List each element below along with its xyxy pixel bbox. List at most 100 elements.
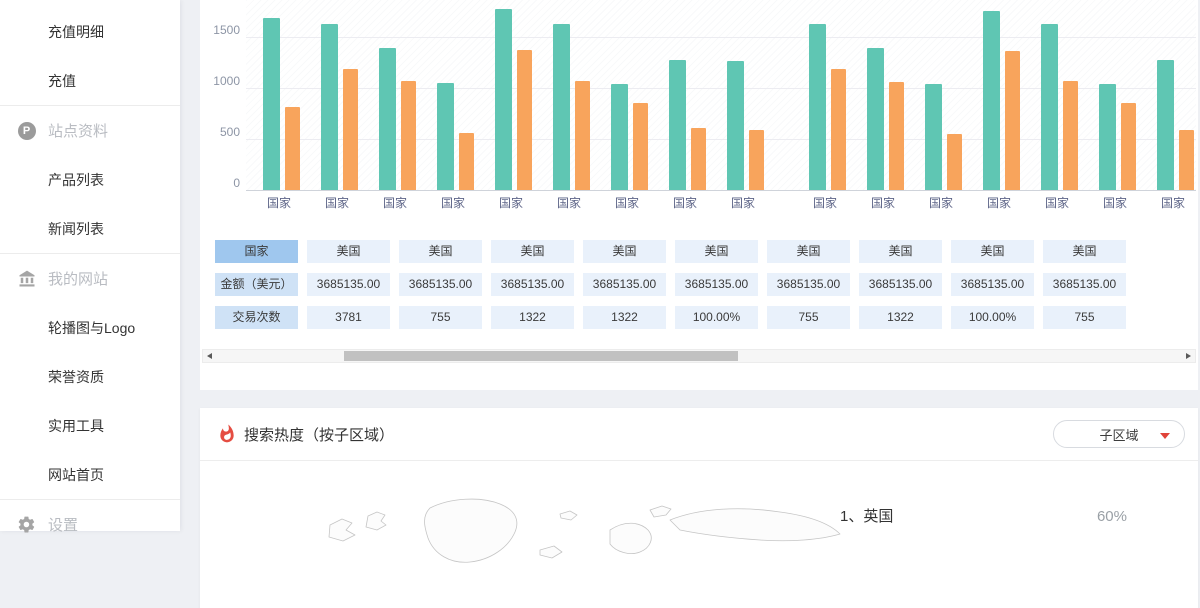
p-circle-icon: P xyxy=(16,120,37,141)
bar-teal xyxy=(669,60,686,190)
table-cell: 3685135.00 xyxy=(951,273,1034,296)
sidebar-divider xyxy=(0,499,180,500)
bar-teal xyxy=(1099,84,1116,190)
sidebar-section-label: 站点资料 xyxy=(48,123,109,140)
x-axis-label: 国家 xyxy=(986,196,1011,210)
table-cell: 755 xyxy=(399,306,482,329)
bar-orange xyxy=(517,50,532,190)
subregion-dropdown[interactable]: 子区域 xyxy=(1053,420,1185,448)
gridline xyxy=(246,139,1196,140)
table-cell: 美国 xyxy=(1043,240,1126,263)
table-cell: 美国 xyxy=(583,240,666,263)
table-cell: 1322 xyxy=(491,306,574,329)
sidebar-item-recharge-details[interactable]: 充值明细 xyxy=(48,23,104,40)
table-cell: 3685135.00 xyxy=(399,273,482,296)
bar-teal xyxy=(983,11,1000,190)
x-axis-label: 国家 xyxy=(1160,196,1185,210)
sidebar-item-honors[interactable]: 荣誉资质 xyxy=(48,368,104,385)
sidebar-item-homepage[interactable]: 网站首页 xyxy=(48,466,104,483)
x-axis-label: 国家 xyxy=(614,196,639,210)
bar-teal xyxy=(727,61,744,190)
table-cell: 美国 xyxy=(767,240,850,263)
sidebar: 充值明细充值 P 站点资料产品列表新闻列表我的网站轮播图与Logo 荣誉资质实用工具网… xyxy=(0,0,180,534)
table-cell: 美国 xyxy=(307,240,390,263)
world-map xyxy=(328,498,841,563)
table-cell: 美国 xyxy=(675,240,758,263)
sidebar-item-tools[interactable]: 实用工具 xyxy=(48,417,104,434)
table-cell: 3685135.00 xyxy=(767,273,850,296)
bar-orange xyxy=(1121,103,1136,190)
bar-teal xyxy=(321,24,338,190)
bar-teal xyxy=(437,83,454,190)
x-axis-label: 国家 xyxy=(1044,196,1069,210)
bar-orange xyxy=(749,130,764,190)
flame-icon xyxy=(220,424,234,443)
bar-teal xyxy=(1157,60,1174,190)
table-row-header: 交易次数 xyxy=(215,306,298,329)
table-cell: 3685135.00 xyxy=(675,273,758,296)
bank-icon xyxy=(16,268,37,289)
bar-teal xyxy=(867,48,884,190)
table-cell: 100.00% xyxy=(675,306,758,329)
x-axis-label: 国家 xyxy=(556,196,581,210)
subregion-dropdown-label: 子区域 xyxy=(1099,427,1139,443)
bar-teal xyxy=(379,48,396,190)
sidebar-item-news-list[interactable]: 新闻列表 xyxy=(48,220,104,237)
bar-orange xyxy=(691,128,706,190)
x-axis-label: 国家 xyxy=(1102,196,1127,210)
x-axis-label: 国家 xyxy=(730,196,755,210)
bar-teal xyxy=(263,18,280,190)
table-cell: 美国 xyxy=(951,240,1034,263)
table-cell: 1322 xyxy=(583,306,666,329)
bar-orange xyxy=(1063,81,1078,190)
y-axis-label: 500 xyxy=(219,125,240,139)
ranking-item: 1、英国 60% xyxy=(840,505,1127,529)
bar-teal xyxy=(495,9,512,190)
bar-orange xyxy=(947,134,962,190)
table-row-header: 国家 xyxy=(215,240,298,263)
bar-orange xyxy=(633,103,648,190)
x-axis-label: 国家 xyxy=(928,196,953,210)
country-data-table: 国家 美国 美国 美国 美国 美国 美国 美国 美国 美国 金额（美元） 3685135.00 3685… xyxy=(200,0,1198,390)
horizontal-scrollbar[interactable] xyxy=(202,349,1196,363)
table-cell: 755 xyxy=(767,306,850,329)
scroll-right-arrow[interactable] xyxy=(1186,353,1191,359)
y-axis-label: 1000 xyxy=(213,74,240,88)
bar-orange xyxy=(1179,130,1194,190)
table-cell: 3685135.00 xyxy=(859,273,942,296)
bar-teal xyxy=(611,84,628,190)
search-heat-title: 搜索热度（按子区域） xyxy=(244,426,395,444)
sidebar-section-settings[interactable]: 设置 xyxy=(0,500,180,549)
scroll-left-arrow[interactable] xyxy=(207,353,212,359)
bar-orange xyxy=(889,82,904,190)
table-cell: 美国 xyxy=(399,240,482,263)
y-axis-label: 1500 xyxy=(213,23,240,37)
x-axis-label: 国家 xyxy=(672,196,697,210)
scrollbar-thumb[interactable] xyxy=(344,351,738,361)
sidebar-section-site-info[interactable]: P 站点资料 xyxy=(0,106,180,155)
sidebar-item-recharge[interactable]: 充值 xyxy=(48,72,76,89)
bar-teal xyxy=(925,84,942,190)
sidebar-divider xyxy=(0,105,180,106)
table-cell: 美国 xyxy=(859,240,942,263)
x-axis-label: 国家 xyxy=(266,196,291,210)
ranking-label: 1、英国 xyxy=(840,508,894,525)
sidebar-section-label: 设置 xyxy=(48,517,79,534)
x-axis-label: 国家 xyxy=(324,196,349,210)
table-cell: 100.00% xyxy=(951,306,1034,329)
ranking-value: 60% xyxy=(1096,508,1127,525)
sidebar-item-banner-logo[interactable]: 轮播图与Logo xyxy=(48,319,136,336)
table-cell: 3685135.00 xyxy=(583,273,666,296)
sidebar-section-my-website[interactable]: 我的网站 xyxy=(0,254,180,303)
sidebar-item-product-list[interactable]: 产品列表 xyxy=(48,171,104,188)
gridline xyxy=(246,88,1196,89)
table-cell: 755 xyxy=(1043,306,1126,329)
x-axis-label: 国家 xyxy=(812,196,837,210)
bar-orange xyxy=(285,107,300,190)
x-axis-line xyxy=(246,190,1196,191)
table-cell: 美国 xyxy=(491,240,574,263)
table-cell: 1322 xyxy=(859,306,942,329)
bar-orange xyxy=(343,69,358,190)
table-row-header: 金额（美元） xyxy=(215,273,298,296)
bar-orange xyxy=(401,81,416,190)
